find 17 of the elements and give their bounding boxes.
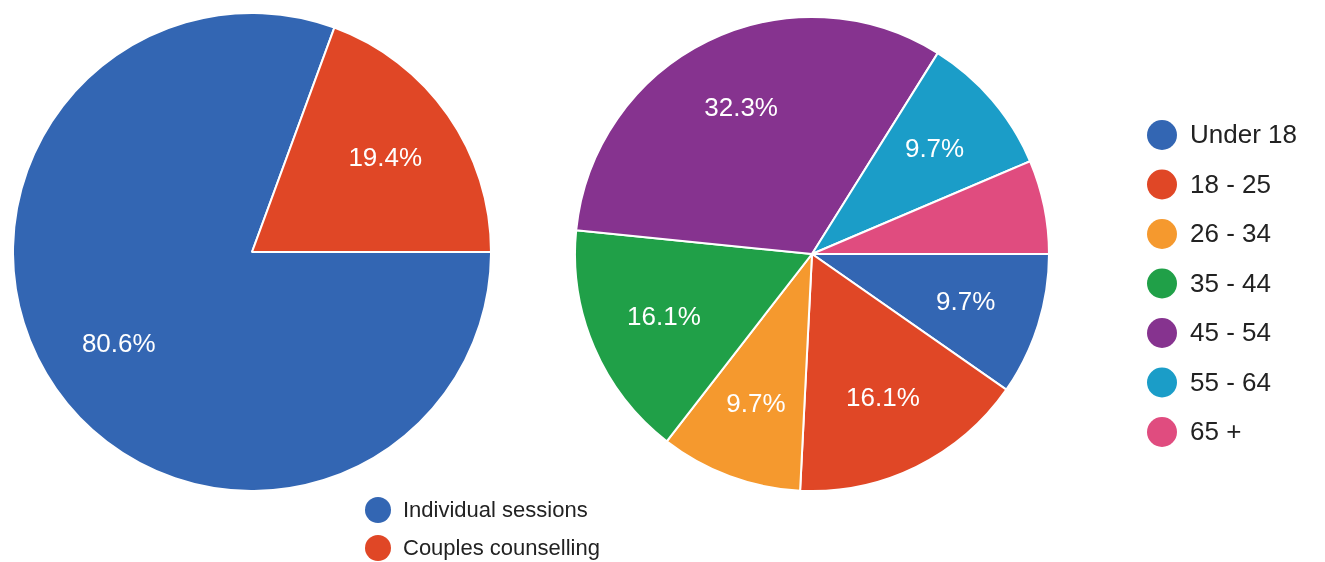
legend-label: 26 - 34 [1190,218,1271,249]
data-label: 16.1% [627,300,701,331]
data-label: 9.7% [936,285,996,316]
legend-label: 35 - 44 [1190,267,1271,298]
legend-label: Individual sessions [403,497,588,523]
data-label: 9.7% [726,388,786,419]
data-label: 19.4% [348,142,423,173]
legend-label: 18 - 25 [1190,168,1271,199]
data-label: 80.6% [81,328,156,359]
legend-label: Couples counselling [403,535,600,561]
data-label: 32.3% [704,92,778,123]
legend-label: 45 - 54 [1190,317,1271,348]
data-label: 9.7% [904,132,965,163]
legend-label: 55 - 64 [1190,366,1271,397]
legend-label: Under 18 [1190,119,1297,150]
legend-label: 65 + [1190,416,1242,447]
data-label: 16.1% [846,381,920,412]
